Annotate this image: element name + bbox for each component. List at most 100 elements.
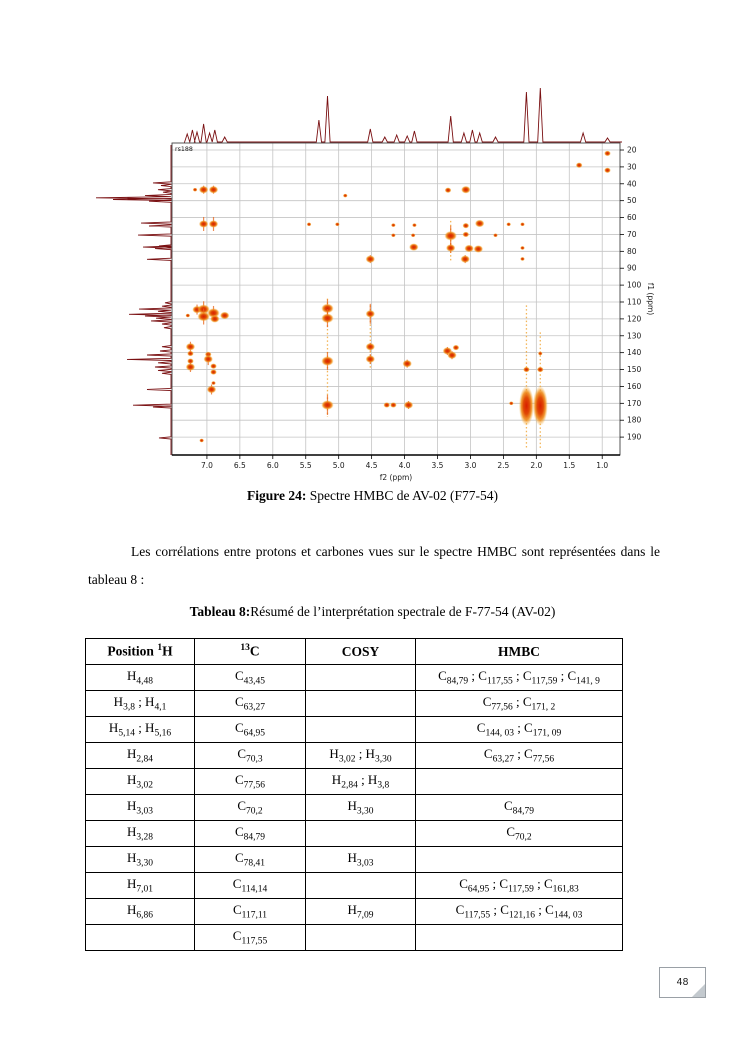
- table-cell: C70,3: [194, 742, 306, 769]
- table-header: Position 1H 13C COSY HMBC: [85, 638, 623, 665]
- y-tick-label: 120: [627, 314, 642, 323]
- correlation-peak: [474, 219, 485, 228]
- correlation-peak: [452, 344, 460, 351]
- table-cell: H3,03: [85, 794, 195, 821]
- table-cell: [415, 846, 623, 873]
- table-body: H4,48 C43,45 C84,79 ; C117,55 ; C117,59 ; …: [85, 664, 623, 951]
- table-cell: C63,27: [194, 690, 306, 717]
- x-tick-label: 2.0: [530, 461, 542, 470]
- table-cell: C117,55 ; C121,16 ; C144, 03: [415, 898, 623, 925]
- correlation-peak: [461, 185, 471, 194]
- table-title-label: Tableau 8:: [189, 604, 251, 619]
- y-axis: 20 30 40 50 60 70 80 90 100 110 120 130 140 150 160 170…: [620, 146, 642, 442]
- correlation-peak: [402, 359, 412, 368]
- x-tick-label: 5.0: [333, 461, 345, 470]
- correlation-peak: [321, 400, 334, 410]
- correlation-peak: [537, 351, 543, 356]
- correlation-peak: [187, 350, 194, 357]
- y-tick-label: 140: [627, 348, 642, 357]
- y-tick-label: 30: [627, 162, 637, 171]
- table-cell: C70,2: [194, 794, 306, 821]
- correlation-peak: [206, 385, 217, 394]
- table-row: H3,8 ; H4,1 C63,27 C77,56 ; C171, 2: [85, 690, 623, 717]
- x-tick-label: 4.5: [366, 461, 378, 470]
- correlation-peak: [391, 233, 396, 238]
- correlation-peak: [460, 255, 470, 263]
- table-cell: H5,14 ; H5,16: [85, 716, 195, 743]
- correlation-peak: [383, 402, 391, 408]
- correlation-peak: [211, 381, 216, 386]
- y-tick-label: 100: [627, 281, 642, 290]
- table-row: H3,02 C77,56 H2,84 ; H3,8: [85, 768, 623, 795]
- correlation-peak: [198, 220, 209, 228]
- table-row: H7,01 C114,14 C64,95 ; C117,59 ; C161,83: [85, 872, 623, 899]
- correlation-peak: [523, 366, 530, 373]
- table-cell: [305, 716, 416, 743]
- correlation-peak: [391, 223, 396, 228]
- correlation-peak: [508, 401, 514, 406]
- table-cell: [305, 664, 416, 691]
- correlation-peak: [199, 438, 204, 443]
- table-cell: C70,2: [415, 820, 623, 847]
- table-cell: H3,02: [85, 768, 195, 795]
- table-cell: [305, 820, 416, 847]
- y-tick-label: 190: [627, 433, 642, 442]
- x-tick-label: 1.0: [596, 461, 608, 470]
- correlation-peak: [444, 187, 452, 194]
- figure-caption-label: Figure 24:: [247, 488, 307, 503]
- correlation-peak: [412, 223, 417, 228]
- table-cell: H3,30: [85, 846, 195, 873]
- y-tick-label: 20: [627, 146, 637, 155]
- correlation-peak: [198, 185, 209, 194]
- grid: [172, 143, 620, 455]
- correlation-peak: [403, 401, 414, 409]
- y-tick-label: 170: [627, 399, 642, 408]
- carbon-projection-trace: [95, 145, 172, 455]
- correlation-peak: [409, 243, 419, 251]
- correlation-peak: [604, 150, 611, 157]
- plot-border: [171, 142, 621, 456]
- correlation-peak: [575, 162, 583, 169]
- table-cell: C84,79 ; C117,55 ; C117,59 ; C141, 9: [415, 664, 623, 691]
- table-cell: C77,56: [194, 768, 306, 795]
- correlation-peak: [210, 369, 217, 375]
- table-row: H4,48 C43,45 C84,79 ; C117,55 ; C117,59 ; …: [85, 664, 623, 691]
- table-cell: H2,84: [85, 742, 195, 769]
- correlation-peak: [306, 222, 312, 227]
- table-cell: [305, 924, 416, 951]
- table-row: H3,28 C84,79 C70,2: [85, 820, 623, 847]
- table-cell: C84,79: [415, 794, 623, 821]
- correlation-peak: [197, 311, 210, 322]
- table-cell: H3,8 ; H4,1: [85, 690, 195, 717]
- correlation-peak: [473, 245, 484, 253]
- correlation-peak: [365, 255, 376, 263]
- body-paragraph: Les corrélations entre protons et carbon…: [88, 544, 660, 587]
- correlation-peak: [506, 222, 511, 227]
- table-cell: C144, 03 ; C171, 09: [415, 716, 623, 743]
- correlation-peak: [447, 351, 457, 359]
- table-row: H2,84 C70,3 H3,02 ; H3,30 C63,27 ; C77,56: [85, 742, 623, 769]
- y-tick-label: 80: [627, 247, 637, 256]
- correlation-peak: [210, 315, 220, 323]
- table-cell: C43,45: [194, 664, 306, 691]
- correlation-peak: [342, 193, 348, 198]
- x-axis: 7.0 6.5 6.0 5.5 5.0 4.5 4.0 3.5 3.0 2.5 2.0 1.5 1.0: [201, 455, 608, 470]
- correlation-peak: [520, 222, 525, 227]
- table-cell: C77,56 ; C171, 2: [415, 690, 623, 717]
- proton-projection-trace: [183, 87, 622, 144]
- y-tick-label: 130: [627, 331, 642, 340]
- table-cell: [305, 690, 416, 717]
- correlation-peak: [390, 402, 397, 408]
- table-row: H3,30 C78,41 H3,03: [85, 846, 623, 873]
- x-tick-label: 5.5: [300, 461, 312, 470]
- table-cell: C114,14: [194, 872, 306, 899]
- table-cell: H3,02 ; H3,30: [305, 742, 416, 769]
- correlation-peak: [185, 342, 196, 351]
- folded-corner-icon: [692, 984, 705, 997]
- table-cell: C117,55: [194, 924, 306, 951]
- hmbc-spectrum: 7.0 6.5 6.0 5.5 5.0 4.5 4.0 3.5 3.0 2.5 2.0 1.5 1.0 f…: [95, 87, 655, 482]
- correlation-peak: [604, 167, 611, 174]
- correlation-peak: [321, 356, 334, 366]
- table-cell: C84,79: [194, 820, 306, 847]
- table-cell: [305, 872, 416, 899]
